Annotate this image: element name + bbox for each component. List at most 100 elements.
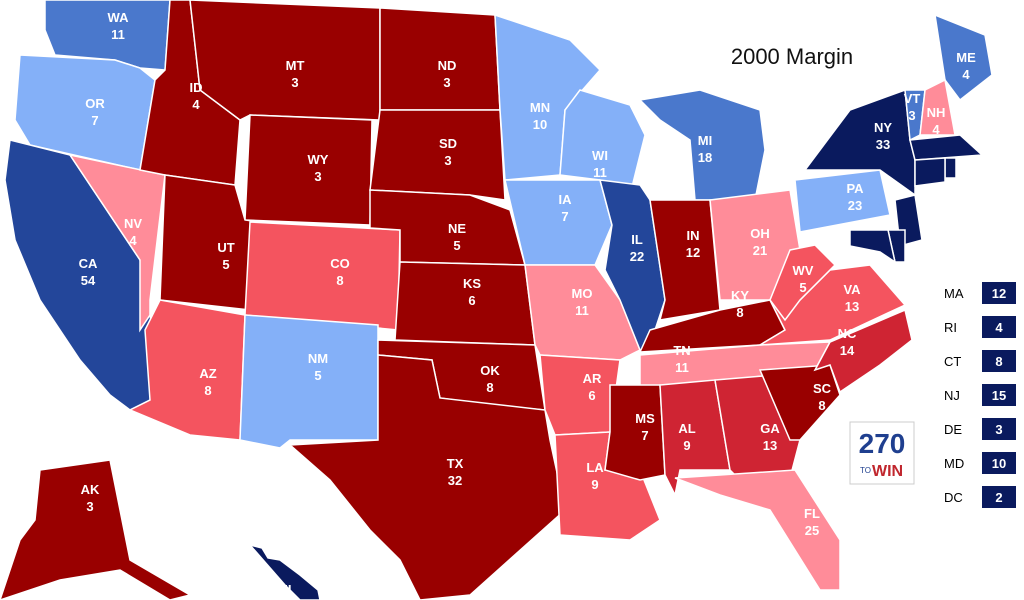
- state-votes: 3: [314, 169, 321, 184]
- state: [944, 157, 957, 179]
- state-abbr: WY: [308, 152, 329, 167]
- state-votes: 5: [222, 257, 229, 272]
- state-abbr: AZ: [199, 366, 216, 381]
- side-box: [982, 282, 1016, 304]
- state: [159, 174, 261, 311]
- state-abbr: AR: [583, 371, 602, 386]
- state-abbr: WV: [793, 263, 814, 278]
- state-abbr: NE: [448, 221, 466, 236]
- state: [794, 169, 891, 233]
- state-votes: 22: [630, 249, 644, 264]
- state-votes: 6: [468, 293, 475, 308]
- state: [813, 308, 913, 394]
- state-abbr: CA: [79, 256, 98, 271]
- state-abbr: NY: [874, 120, 892, 135]
- state: [934, 13, 993, 102]
- state-votes: 3: [908, 108, 915, 123]
- state-abbr: MT: [286, 58, 305, 73]
- state-votes: 13: [763, 438, 777, 453]
- state: [504, 179, 613, 266]
- logo: 270 TO WIN: [849, 421, 915, 485]
- state-votes: 4: [932, 122, 940, 137]
- state-abbr: NH: [927, 105, 946, 120]
- state-abbr: MO: [572, 286, 593, 301]
- state-abbr: MN: [530, 100, 550, 115]
- state: [769, 244, 837, 322]
- state-abbr: ID: [190, 80, 203, 95]
- state-votes: 6: [588, 388, 595, 403]
- logo-win: WIN: [872, 463, 903, 480]
- state-votes: 23: [848, 198, 862, 213]
- side-box: [982, 316, 1016, 338]
- state-votes: 12: [686, 245, 700, 260]
- state-votes: 3: [86, 499, 93, 514]
- state-votes: 33: [876, 137, 890, 152]
- state-votes: 7: [641, 428, 648, 443]
- state-votes: 54: [81, 273, 96, 288]
- state: [849, 229, 897, 264]
- state-abbr: AL: [678, 421, 695, 436]
- side-abbr: RI: [944, 320, 957, 335]
- state: [649, 199, 721, 321]
- map-title: 2000 Margin: [731, 44, 853, 69]
- state-abbr: CO: [330, 256, 350, 271]
- state-abbr: VA: [843, 282, 861, 297]
- state-abbr: MS: [635, 411, 655, 426]
- state: [909, 134, 984, 161]
- state-votes: 8: [486, 380, 493, 395]
- state-votes: 4: [192, 97, 200, 112]
- state-votes: 11: [575, 303, 589, 318]
- state-votes: 3: [444, 153, 451, 168]
- side-abbr: MA: [944, 286, 964, 301]
- side-votes: 10: [992, 456, 1006, 471]
- state: [244, 114, 373, 226]
- state-abbr: PA: [846, 181, 864, 196]
- state-votes: 32: [448, 473, 462, 488]
- state: [914, 157, 946, 187]
- state-abbr: TN: [673, 343, 690, 358]
- state-votes: 18: [698, 150, 712, 165]
- side-box: [982, 486, 1016, 508]
- state-votes: 5: [799, 280, 806, 295]
- state-votes: 9: [591, 477, 598, 492]
- state-abbr: SC: [813, 381, 832, 396]
- side-votes: 2: [995, 490, 1002, 505]
- state: [559, 89, 646, 197]
- state-votes: 14: [840, 343, 855, 358]
- state-abbr: ME: [956, 50, 976, 65]
- logo-number: 270: [859, 428, 906, 459]
- side-votes: 15: [992, 388, 1006, 403]
- logo-to: TO: [860, 466, 871, 475]
- state: [288, 354, 566, 600]
- state-abbr: SD: [439, 136, 457, 151]
- side-box: [982, 384, 1016, 406]
- logo-box: [849, 421, 915, 485]
- side-votes: 8: [995, 354, 1002, 369]
- state-abbr: IN: [687, 228, 700, 243]
- state-votes: 8: [818, 398, 825, 413]
- state-votes: 3: [443, 75, 450, 90]
- state-votes: 8: [736, 305, 743, 320]
- state-votes: 5: [453, 238, 460, 253]
- state-abbr: NC: [838, 326, 857, 341]
- state-votes: 7: [561, 209, 568, 224]
- side-box: [982, 418, 1016, 440]
- state-abbr: AK: [81, 482, 100, 497]
- state-abbr: MI: [698, 133, 712, 148]
- state-votes: 9: [683, 438, 690, 453]
- side-votes: 12: [992, 286, 1006, 301]
- side-abbr: DC: [944, 490, 963, 505]
- state-abbr: ND: [438, 58, 457, 73]
- state-abbr: FL: [804, 506, 820, 521]
- state-votes: 25: [805, 523, 819, 538]
- state-votes: 21: [753, 243, 767, 258]
- state-abbr: WI: [592, 148, 608, 163]
- side-abbr: CT: [944, 354, 961, 369]
- state-abbr: UT: [217, 240, 234, 255]
- state: [0, 459, 192, 600]
- state-abbr: IL: [631, 232, 643, 247]
- state-abbr: VT: [904, 91, 921, 106]
- side-box: [982, 452, 1016, 474]
- state-abbr: NV: [124, 216, 142, 231]
- state: [239, 314, 379, 449]
